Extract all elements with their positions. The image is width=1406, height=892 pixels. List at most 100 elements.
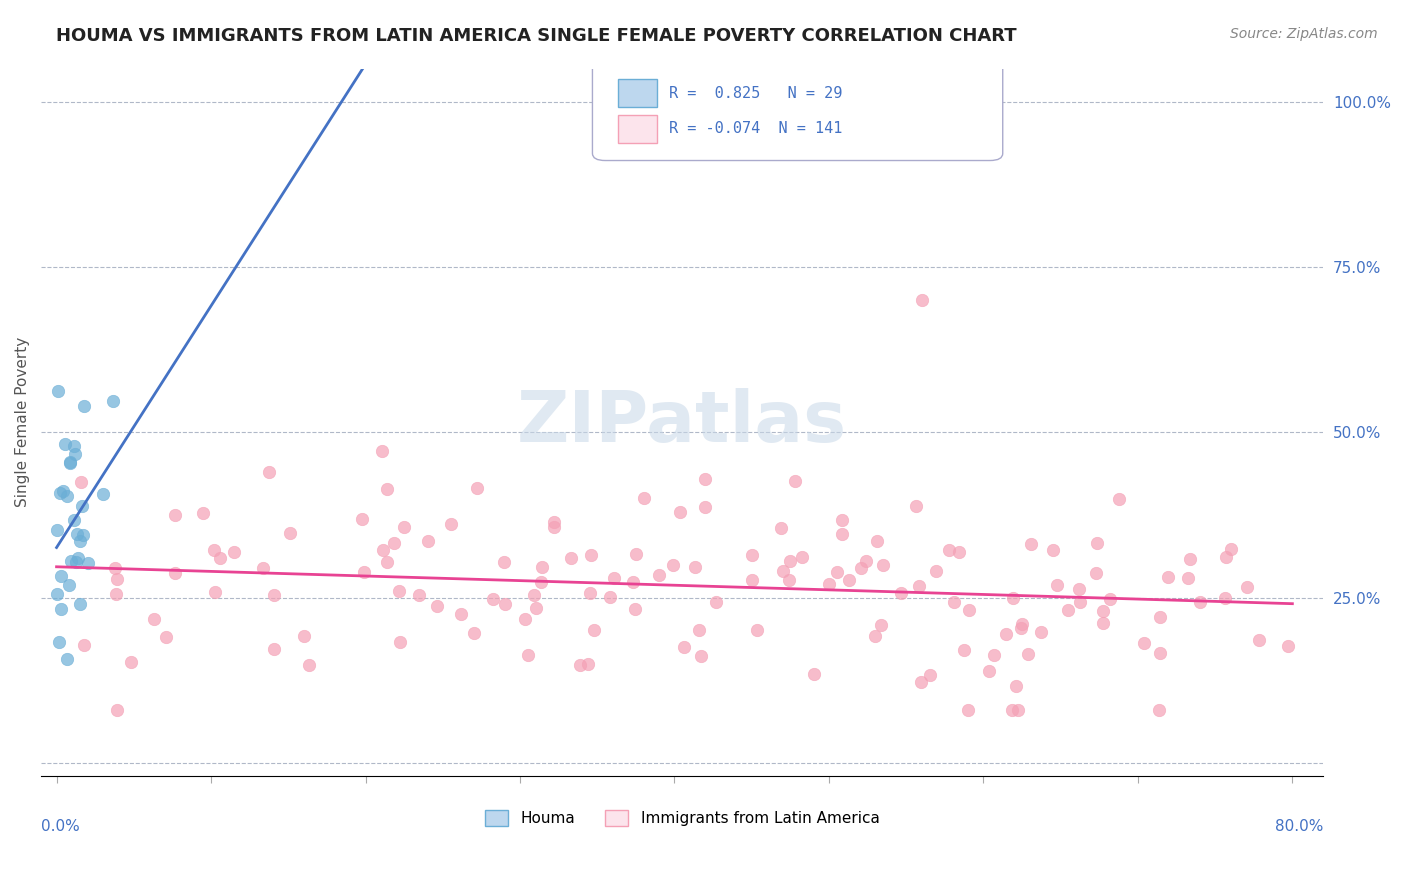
- Point: [942, 595, 965, 609]
- Point: [983, 648, 1005, 663]
- Point: [1084, 566, 1107, 581]
- Point: [623, 602, 645, 616]
- Point: [375, 555, 398, 569]
- Point: [977, 664, 1000, 678]
- Point: [297, 657, 319, 672]
- Point: [633, 491, 655, 506]
- Point: [803, 666, 825, 681]
- Point: [91, 487, 114, 501]
- Point: [1220, 542, 1243, 557]
- Point: [1149, 646, 1171, 660]
- Point: [353, 565, 375, 579]
- Point: [693, 500, 716, 515]
- Point: [394, 520, 416, 534]
- Point: [543, 515, 565, 529]
- Point: [155, 630, 177, 644]
- Point: [52, 484, 75, 499]
- Legend: Houma, Immigrants from Latin America: Houma, Immigrants from Latin America: [479, 804, 886, 832]
- Point: [515, 612, 537, 626]
- Point: [741, 548, 763, 562]
- Point: [463, 625, 485, 640]
- Point: [70, 499, 93, 513]
- Point: [704, 595, 727, 609]
- Point: [263, 641, 285, 656]
- Point: [818, 577, 841, 591]
- Point: [831, 526, 853, 541]
- Point: [371, 543, 394, 558]
- Point: [350, 512, 373, 526]
- Point: [1236, 580, 1258, 594]
- Point: [695, 472, 717, 486]
- Point: [1029, 624, 1052, 639]
- Point: [905, 500, 928, 514]
- Point: [1215, 549, 1237, 564]
- Point: [58, 578, 80, 592]
- Point: [165, 508, 187, 523]
- Point: [73, 639, 96, 653]
- Point: [849, 561, 872, 575]
- Point: [908, 579, 931, 593]
- Point: [1085, 536, 1108, 550]
- Point: [1091, 615, 1114, 630]
- Point: [688, 623, 710, 637]
- Point: [1098, 592, 1121, 607]
- Point: [382, 536, 405, 550]
- Point: [69, 533, 91, 548]
- Point: [1056, 603, 1078, 617]
- Point: [948, 545, 970, 559]
- Point: [872, 558, 894, 572]
- Point: [440, 516, 463, 531]
- Point: [890, 586, 912, 600]
- Point: [1045, 578, 1067, 592]
- Point: [1069, 594, 1091, 608]
- Point: [1149, 610, 1171, 624]
- Point: [825, 565, 848, 579]
- Point: [524, 601, 547, 615]
- Point: [1156, 570, 1178, 584]
- Point: [1011, 617, 1033, 632]
- Text: HOUMA VS IMMIGRANTS FROM LATIN AMERICA SINGLE FEMALE POVERTY CORRELATION CHART: HOUMA VS IMMIGRANTS FROM LATIN AMERICA S…: [56, 27, 1017, 45]
- Point: [543, 520, 565, 534]
- Point: [76, 556, 98, 570]
- Point: [603, 571, 626, 585]
- Point: [855, 554, 877, 568]
- Point: [957, 603, 980, 617]
- Point: [63, 513, 86, 527]
- Point: [1010, 621, 1032, 635]
- Text: R = -0.074  N = 141: R = -0.074 N = 141: [669, 121, 842, 136]
- Point: [772, 564, 794, 578]
- Point: [494, 555, 516, 569]
- Point: [72, 528, 94, 542]
- Point: [467, 482, 489, 496]
- Point: [60, 554, 83, 568]
- Point: [581, 548, 603, 562]
- Point: [370, 444, 392, 458]
- Point: [1149, 703, 1171, 717]
- Point: [278, 525, 301, 540]
- Point: [1042, 543, 1064, 558]
- Point: [49, 601, 72, 615]
- Point: [46, 587, 69, 601]
- Point: [104, 587, 127, 601]
- Point: [599, 590, 621, 604]
- Point: [1189, 595, 1212, 609]
- Point: [46, 523, 69, 537]
- Point: [1277, 640, 1299, 654]
- Point: [450, 607, 472, 621]
- Point: [408, 588, 430, 602]
- Point: [957, 703, 980, 717]
- Point: [73, 399, 96, 413]
- Point: [683, 560, 706, 574]
- Point: [994, 627, 1017, 641]
- Point: [741, 573, 763, 587]
- Point: [831, 513, 853, 527]
- Point: [222, 544, 245, 558]
- Point: [911, 293, 934, 307]
- Point: [46, 384, 69, 398]
- Point: [1213, 591, 1236, 606]
- Point: [865, 533, 887, 548]
- Point: [1247, 632, 1270, 647]
- Point: [1007, 703, 1029, 717]
- Point: [1177, 571, 1199, 585]
- Point: [530, 575, 553, 590]
